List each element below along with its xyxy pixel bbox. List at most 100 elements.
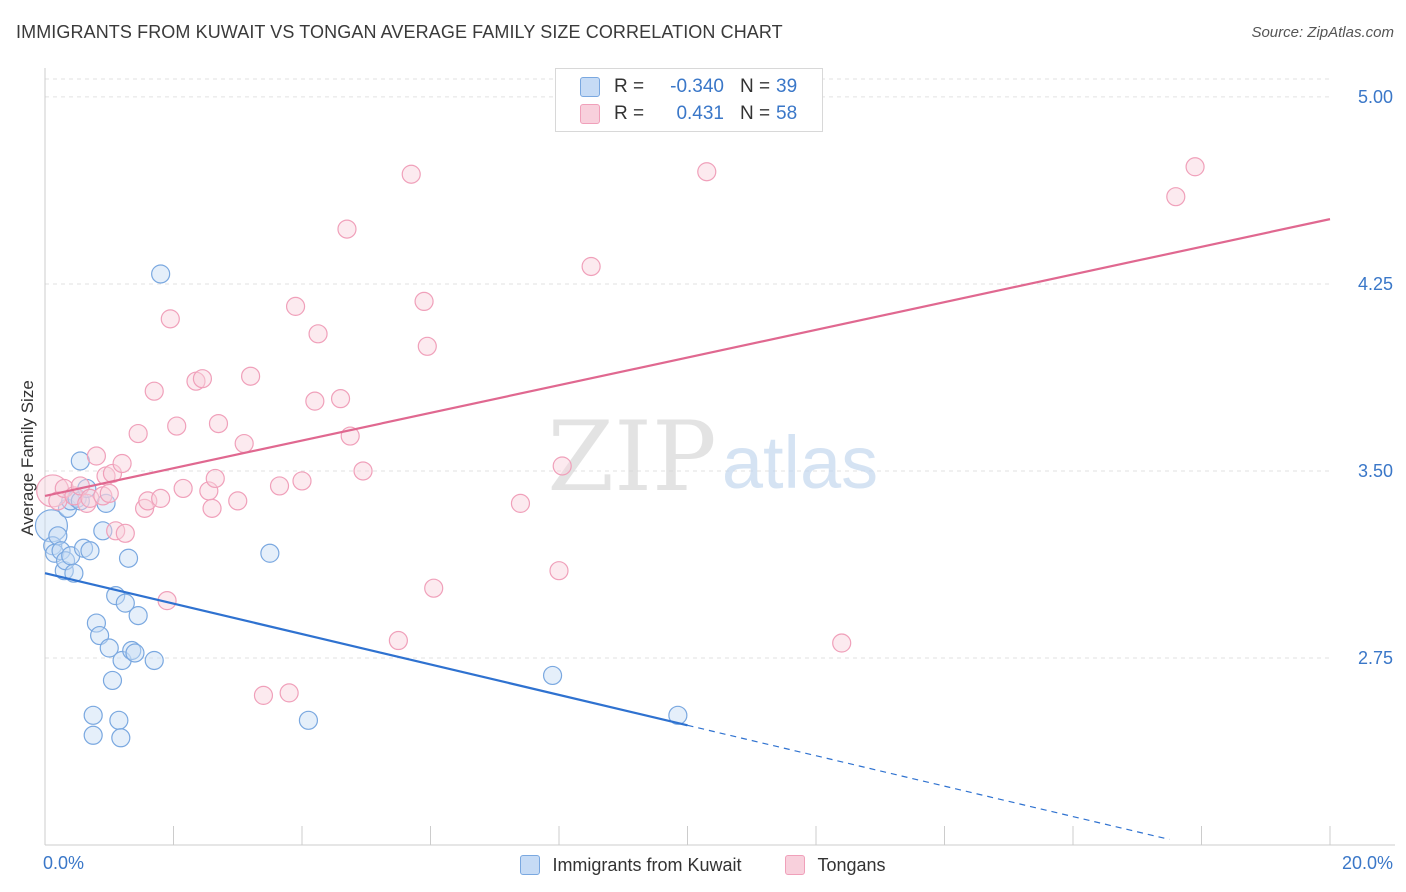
tongan-point: [305, 391, 325, 411]
x-tick-label: 20.0%: [1342, 853, 1393, 873]
tongan-point: [1185, 157, 1205, 177]
tongan-point: [228, 491, 248, 511]
tongan-point: [417, 336, 437, 356]
r-label: R =: [614, 76, 645, 97]
kuwait-point: [122, 640, 142, 661]
tongans-swatch: [580, 104, 600, 124]
n-label: N =: [740, 103, 771, 124]
tick-labels: 5.00 4.25 3.50 2.75 0.0% 20.0%: [43, 87, 1393, 873]
tongan-point: [1166, 187, 1186, 207]
r-value: -0.340: [670, 76, 724, 97]
tongan-point: [99, 483, 119, 504]
stats-row-kuwait: R = -0.340 N = 39: [580, 75, 797, 99]
source-label: Source: ZipAtlas.com: [1251, 24, 1394, 41]
kuwait-point: [80, 541, 100, 561]
grid-lines: [45, 78, 1330, 659]
x-tick-label: 0.0%: [43, 853, 84, 873]
tongan-point: [552, 456, 572, 476]
watermark: ZIP atlas: [547, 401, 878, 513]
tongan-point: [388, 630, 408, 651]
tongan-point: [234, 433, 254, 454]
kuwait-point: [109, 710, 129, 730]
kuwait-point: [83, 705, 103, 725]
kuwait-point: [86, 613, 107, 633]
tongan-point: [353, 461, 373, 481]
kuwait-point: [542, 665, 563, 686]
kuwait-point: [102, 670, 123, 691]
kuwait-point: [64, 563, 84, 583]
kuwait-point: [128, 605, 148, 626]
r-value: 0.431: [676, 103, 724, 124]
tongan-point: [292, 471, 312, 491]
kuwait-point: [151, 264, 171, 284]
tongan-point: [697, 162, 717, 182]
kuwait-point: [115, 593, 135, 613]
tongan-point: [308, 324, 328, 344]
legend-item-tongans: Tongans: [785, 854, 886, 876]
tongan-point: [330, 389, 351, 409]
y-tick-label: 4.25: [1358, 274, 1393, 294]
tongan-point: [241, 366, 261, 386]
kuwait-point: [118, 548, 139, 568]
kuwait-swatch: [580, 77, 600, 97]
kuwait-point: [125, 643, 145, 663]
y-tick-label: 2.75: [1358, 648, 1393, 668]
tongan-point: [205, 468, 225, 489]
kuwait-legend-swatch: [520, 855, 541, 875]
series-legend: Immigrants from Kuwait Tongans: [0, 852, 1406, 878]
chart-title: IMMIGRANTS FROM KUWAIT VS TONGAN AVERAGE…: [16, 22, 783, 42]
tongan-point: [173, 478, 193, 499]
tongan-point: [510, 493, 531, 513]
tongan-point: [86, 446, 107, 466]
tongan-point: [401, 164, 421, 184]
kuwait-point: [260, 543, 280, 563]
trend-lines: [44, 218, 1331, 840]
tongan-point: [269, 476, 290, 496]
tongan-point: [285, 296, 306, 316]
kuwait-point: [83, 725, 103, 745]
tongan-point: [160, 309, 180, 329]
tongan-point: [192, 369, 213, 389]
tongan-point: [337, 219, 357, 239]
tongan-point: [424, 578, 444, 598]
y-tick-label: 3.50: [1358, 461, 1393, 481]
tongans-legend-swatch: [785, 855, 806, 875]
kuwait-trend-line-extension: [687, 724, 1170, 840]
n-label: N =: [740, 76, 771, 97]
stats-row-tongans: R = 0.431 N = 58: [580, 102, 797, 126]
legend-label-kuwait: Immigrants from Kuwait: [552, 854, 742, 875]
tongan-point: [112, 453, 132, 474]
tongan-point: [581, 256, 601, 277]
tongan-point: [167, 416, 187, 436]
axes: [44, 68, 1395, 846]
legend-label-tongans: Tongans: [817, 854, 886, 875]
tongan-point: [115, 523, 135, 543]
y-axis-label: Average Family Size: [18, 380, 37, 536]
data-points: [34, 157, 1205, 748]
tongan-point: [279, 683, 299, 703]
tongan-point: [202, 498, 222, 518]
kuwait-point: [48, 526, 68, 546]
tongan-trend-line: [44, 218, 1331, 497]
watermark-atlas: atlas: [722, 421, 878, 504]
kuwait-point: [668, 705, 688, 725]
y-tick-label: 5.00: [1358, 87, 1393, 107]
tongan-point: [208, 413, 229, 434]
kuwait-point: [298, 710, 319, 730]
tongan-point: [151, 488, 171, 508]
kuwait-trend-line: [44, 572, 688, 727]
tongan-point: [128, 423, 148, 444]
n-value: 58: [776, 103, 798, 124]
tongan-point: [253, 685, 274, 705]
tongan-point: [414, 291, 434, 312]
kuwait-point: [51, 541, 71, 561]
kuwait-point: [111, 728, 131, 748]
kuwait-point: [144, 650, 164, 671]
stats-legend: R = -0.340 N = 39 R = 0.431 N = 58: [555, 68, 823, 132]
tongan-point: [832, 633, 852, 653]
legend-item-kuwait: Immigrants from Kuwait: [520, 855, 741, 876]
tongan-point: [144, 381, 164, 401]
watermark-zip: ZIP: [547, 401, 716, 513]
n-value: 39: [776, 76, 798, 97]
